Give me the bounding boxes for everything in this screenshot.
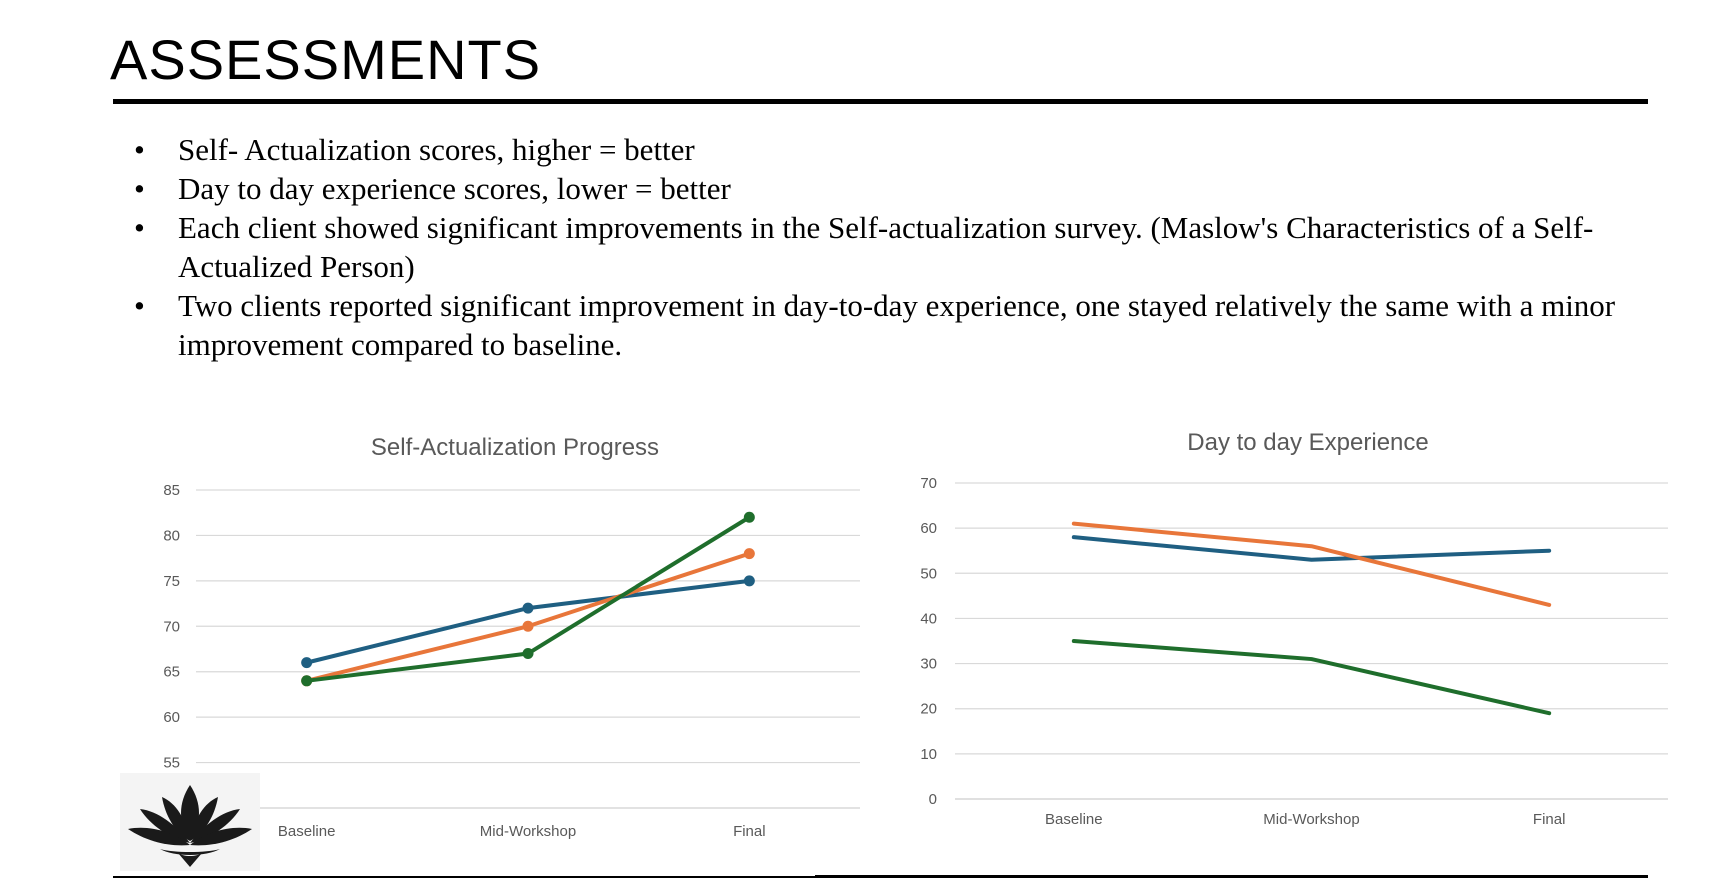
x-tick-label: Final	[733, 823, 766, 840]
bullet-text: Day to day experience scores, lower = be…	[178, 171, 731, 206]
series-line	[1071, 521, 1552, 607]
y-tick-label: 85	[163, 482, 180, 499]
lotus-icon	[128, 785, 252, 867]
bullet-text: Two clients reported significant improve…	[178, 288, 1616, 362]
x-tick-label: Mid-Workshop	[480, 823, 576, 840]
bullet-list: • Self- Actualization scores, higher = b…	[130, 130, 1650, 364]
x-tick-label: Baseline	[278, 823, 336, 840]
y-tick-label: 60	[163, 709, 180, 726]
bullet-item: • Day to day experience scores, lower = …	[130, 169, 1650, 208]
bullet-dot: •	[134, 171, 145, 206]
bullet-dot: •	[134, 132, 145, 167]
bullet-text: Each client showed significant improveme…	[178, 210, 1594, 284]
y-tick-label: 75	[163, 573, 180, 590]
series-line	[304, 551, 752, 683]
data-point	[522, 620, 534, 632]
y-tick-label: 60	[920, 520, 937, 537]
y-tick-label: 70	[920, 475, 937, 492]
x-tick-label: Final	[1533, 811, 1566, 828]
y-tick-label: 50	[920, 565, 937, 582]
series-line	[1071, 535, 1552, 562]
title-divider	[113, 99, 1648, 104]
x-tick-label: Mid-Workshop	[1263, 811, 1359, 828]
y-tick-label: 30	[920, 656, 937, 673]
bullet-dot: •	[134, 288, 145, 323]
bullet-dot: •	[134, 210, 145, 245]
page-title: ASSESSMENTS	[110, 28, 542, 91]
chart-title: Day to day Experience	[1187, 429, 1428, 456]
y-tick-label: 20	[920, 701, 937, 718]
series-line	[1071, 639, 1552, 716]
data-point	[743, 548, 755, 560]
chart-title: Self-Actualization Progress	[371, 434, 659, 461]
bullet-text: Self- Actualization scores, higher = bet…	[178, 132, 695, 167]
data-point	[743, 511, 755, 523]
x-tick-label: Baseline	[1045, 811, 1103, 828]
y-tick-label: 70	[163, 618, 180, 635]
day-to-day-chart: Day to day Experience 0 10 20 30 40 50 60 70 Base…	[920, 429, 1668, 828]
data-point	[301, 657, 313, 669]
y-tick-label: 80	[163, 527, 180, 544]
lotus-logo	[120, 773, 260, 871]
data-point	[743, 575, 755, 587]
data-point	[522, 648, 534, 660]
bullet-item: • Two clients reported significant impro…	[130, 286, 1650, 364]
y-tick-label: 65	[163, 664, 180, 681]
data-point	[301, 675, 313, 687]
y-tick-label: 55	[163, 755, 180, 772]
y-tick-label: 10	[920, 746, 937, 763]
bullet-item: • Self- Actualization scores, higher = b…	[130, 130, 1650, 169]
data-point	[522, 602, 534, 614]
bullet-item: • Each client showed significant improve…	[130, 208, 1650, 286]
y-tick-label: 0	[929, 791, 937, 808]
self-actualization-chart: Self-Actualization Progress 55 60 65 70 75 80 8…	[163, 434, 860, 840]
y-tick-label: 40	[920, 610, 937, 627]
footer-divider-thick	[815, 875, 1648, 878]
